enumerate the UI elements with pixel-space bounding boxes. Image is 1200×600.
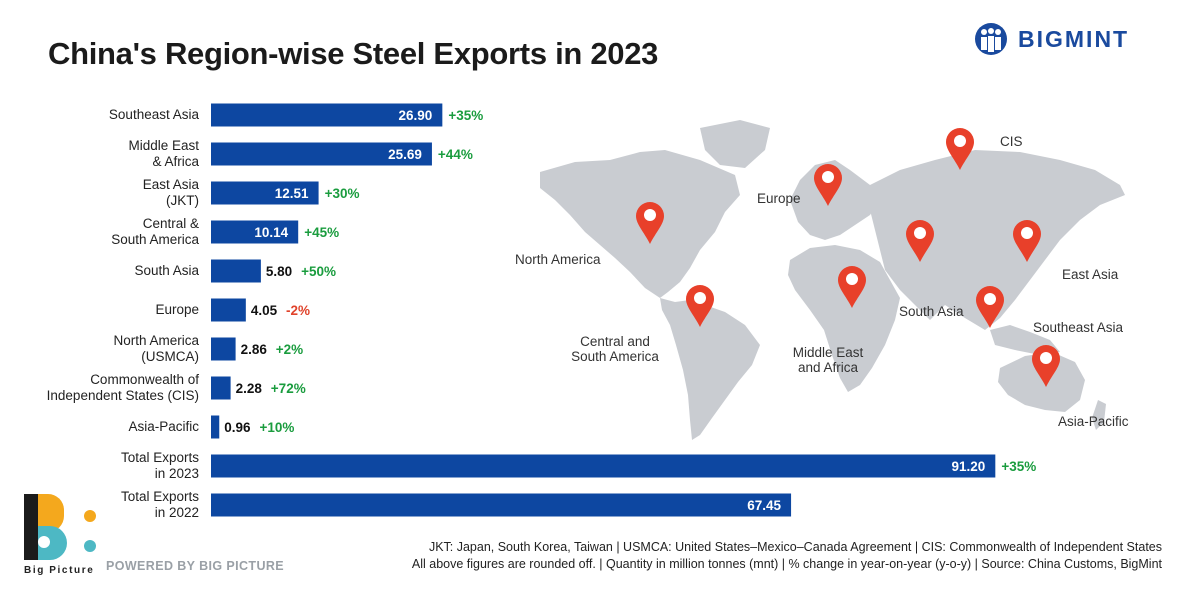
map-new-zealand <box>1092 400 1106 430</box>
value-label: 0.96 <box>224 420 251 435</box>
big-picture-logo-text: Big Picture <box>24 565 95 576</box>
change-label: +45% <box>304 225 339 240</box>
pin-southeast-asia-icon <box>976 286 1004 328</box>
map-label-southeast-asia: Southeast Asia <box>1033 320 1124 335</box>
world-map <box>540 120 1125 440</box>
value-label: 67.45 <box>747 498 781 513</box>
pin-south-asia-icon <box>906 220 934 262</box>
bar <box>211 376 231 400</box>
pin-asia-pacific-icon <box>1032 345 1060 387</box>
map-label-middle-east-africa-line2: and Africa <box>797 360 859 375</box>
map-label-asia-pacific: Asia-Pacific <box>1058 414 1129 429</box>
value-label: 91.20 <box>952 459 986 474</box>
value-label: 2.86 <box>241 342 268 357</box>
bar <box>211 415 220 439</box>
change-label: +35% <box>1001 459 1036 474</box>
bar <box>211 259 261 283</box>
page-title: China's Region-wise Steel Exports in 202… <box>48 36 659 71</box>
map-australia <box>998 352 1085 412</box>
pin-east-asia-icon <box>1013 220 1041 262</box>
category-label: Total Exports in 2023 <box>121 450 199 481</box>
bar <box>211 181 319 205</box>
map-label-central-south-america: Central and South America <box>565 334 665 364</box>
pin-cis-icon <box>946 128 974 170</box>
map-greenland <box>700 120 770 168</box>
map-label-north-america: North America <box>515 252 601 267</box>
value-label: 5.80 <box>266 264 292 279</box>
pin-north-america-icon <box>636 202 664 244</box>
map-label-south-asia: South Asia <box>899 304 964 319</box>
map-label-cis: CIS <box>1000 134 1023 149</box>
category-label: Middle East & Africa <box>128 138 199 169</box>
category-label: Asia-Pacific <box>128 419 199 434</box>
change-label: +35% <box>448 108 483 123</box>
map-label-central-south-america-line1: Central and <box>580 334 650 349</box>
map-label-middle-east-africa: Middle East and Africa <box>782 345 874 375</box>
map-south-america <box>660 298 760 440</box>
value-label: 25.69 <box>388 147 422 162</box>
map-label-middle-east-africa-line1: Middle East <box>792 345 864 360</box>
value-label: 2.28 <box>236 381 263 396</box>
category-label: Commonwealth of Independent States (CIS) <box>47 372 200 403</box>
value-label: 10.14 <box>254 225 288 240</box>
powered-by-label: POWERED BY BIG PICTURE <box>106 559 285 573</box>
value-label: 26.90 <box>399 108 433 123</box>
category-label: Central & South America <box>111 216 199 247</box>
bar-chart: Southeast Asia 26.90 +35% Middle East & Afri… <box>47 103 1036 520</box>
change-label: +50% <box>301 264 336 279</box>
bigmint-people-icon <box>975 23 1007 55</box>
footnote-abbreviations: JKT: Japan, South Korea, Taiwan | USMCA:… <box>428 540 1162 554</box>
map-label-central-south-america-line2: South America <box>571 349 659 364</box>
bar <box>211 337 236 361</box>
map-africa <box>788 245 900 392</box>
bar <box>211 220 299 244</box>
map-label-europe: Europe <box>757 191 801 206</box>
pin-central-south-america-icon <box>686 285 714 327</box>
value-label: 12.51 <box>275 186 309 201</box>
change-label: +10% <box>259 420 294 435</box>
category-label: East Asia (JKT) <box>143 177 200 208</box>
change-label: +44% <box>438 147 473 162</box>
footnote-source: All above figures are rounded off. | Qua… <box>411 557 1162 571</box>
category-label: Southeast Asia <box>109 107 200 122</box>
bar <box>211 103 443 127</box>
change-label: +2% <box>276 342 303 357</box>
change-label: +72% <box>271 381 306 396</box>
map-label-east-asia: East Asia <box>1062 267 1119 282</box>
bar <box>211 298 246 322</box>
map-pins <box>636 128 1060 387</box>
change-label: +30% <box>325 186 360 201</box>
bigmint-logo: BIGMINT <box>972 22 1129 56</box>
value-label: 4.05 <box>251 303 278 318</box>
pin-europe-icon <box>814 164 842 206</box>
pin-middle-east-africa-icon <box>838 266 866 308</box>
category-label: South Asia <box>134 263 199 278</box>
bar <box>211 454 996 478</box>
map-asia <box>870 150 1125 330</box>
bar <box>211 142 432 166</box>
change-label: -2% <box>286 303 310 318</box>
category-label: North America (USMCA) <box>113 333 199 364</box>
big-picture-logo-icon <box>24 494 96 560</box>
category-label: Europe <box>155 302 199 317</box>
bar <box>211 493 792 517</box>
category-label: Total Exports in 2022 <box>121 489 199 520</box>
brand-name: BIGMINT <box>1018 25 1130 52</box>
map-europe <box>790 160 880 240</box>
